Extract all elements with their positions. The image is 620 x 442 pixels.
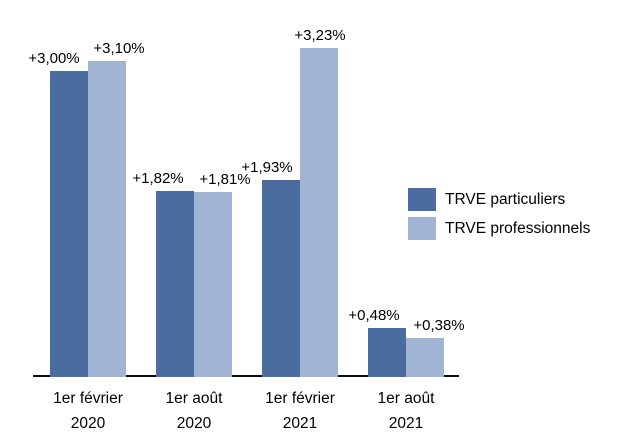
bar	[156, 191, 194, 377]
x-axis-line	[33, 375, 459, 377]
legend-swatch-professionnels	[408, 217, 436, 240]
bar	[406, 338, 444, 377]
value-label: +1,82%	[132, 170, 184, 187]
value-label: +3,00%	[28, 50, 80, 67]
bar	[262, 180, 300, 377]
bar	[50, 71, 88, 377]
value-label: +0,48%	[348, 307, 400, 324]
legend-item-trve-particuliers: TRVE particuliers	[408, 188, 590, 211]
legend-label-particuliers: TRVE particuliers	[445, 190, 566, 208]
x-axis-label: 1er août 2021	[377, 390, 435, 432]
bar	[300, 48, 338, 377]
x-axis-label: 1er février 2021	[265, 390, 335, 432]
x-axis-label: 1er février 2020	[53, 390, 123, 432]
value-label: +1,81%	[199, 171, 251, 188]
legend-label-professionnels: TRVE professionnels	[445, 219, 591, 237]
value-label: +3,23%	[294, 27, 346, 44]
bar	[194, 192, 232, 377]
legend-swatch-particuliers	[408, 188, 436, 211]
x-axis-label: 1er août 2020	[165, 390, 223, 432]
legend: TRVE particuliers TRVE professionnels	[408, 188, 590, 246]
bar	[88, 61, 126, 377]
bar	[368, 328, 406, 377]
value-label: +0,38%	[413, 317, 465, 334]
value-label: +3,10%	[93, 40, 145, 57]
value-label: +1,93%	[241, 159, 293, 176]
legend-item-trve-professionnels: TRVE professionnels	[408, 217, 590, 240]
